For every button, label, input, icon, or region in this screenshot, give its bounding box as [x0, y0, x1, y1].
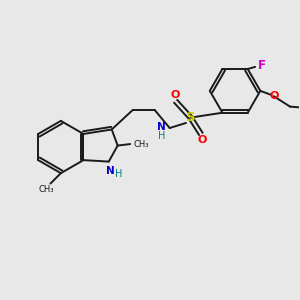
Text: H: H — [158, 131, 165, 141]
Text: N: N — [157, 122, 166, 131]
Text: O: O — [269, 91, 278, 101]
Text: F: F — [258, 59, 266, 72]
Text: O: O — [171, 90, 180, 100]
Text: CH₃: CH₃ — [38, 185, 54, 194]
Text: O: O — [198, 136, 207, 146]
Text: S: S — [186, 111, 195, 124]
Text: CH₃: CH₃ — [133, 140, 148, 148]
Text: H: H — [116, 169, 123, 179]
Text: N: N — [106, 166, 115, 176]
